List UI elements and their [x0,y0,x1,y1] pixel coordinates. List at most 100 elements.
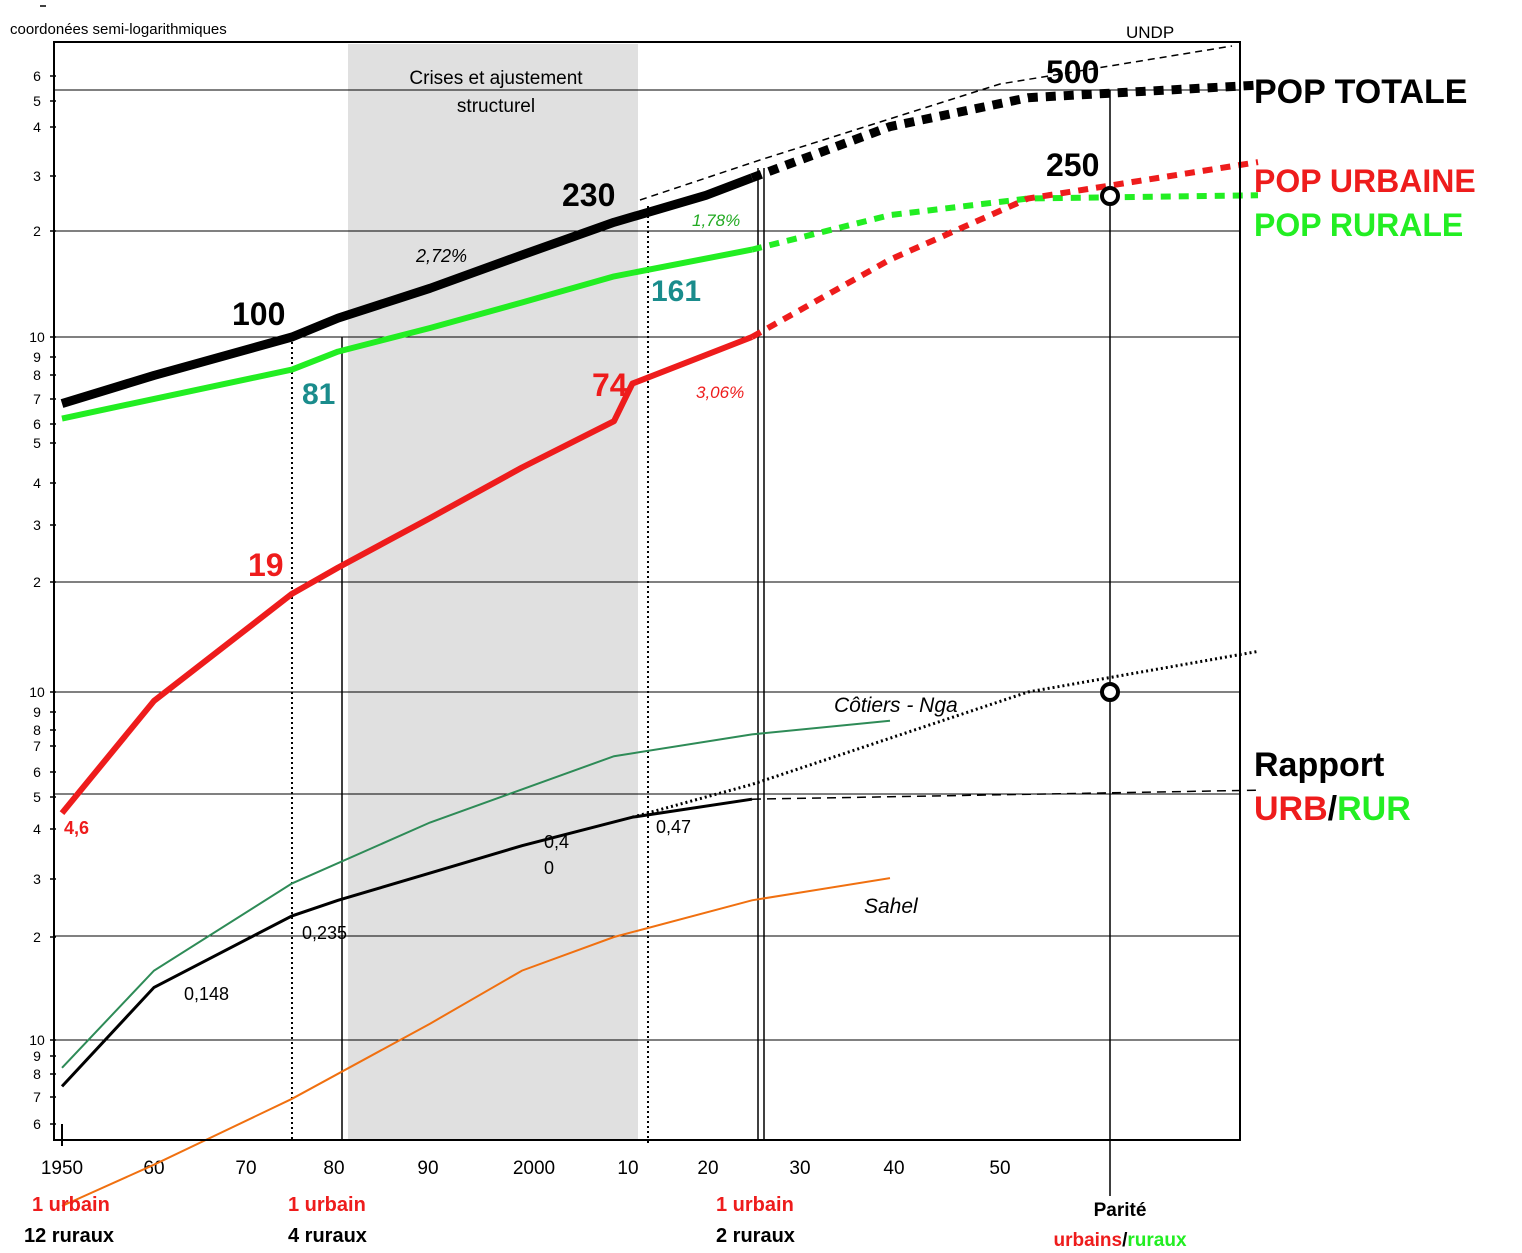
label-4-6: 4,6 [64,818,89,838]
y-tick-label: 6 [33,416,41,432]
y-tick-label: 9 [33,1048,41,1064]
bottom-g1-ruraux: 12 ruraux [24,1225,114,1247]
plot-frame [53,41,1241,1141]
label-74: 74 [592,367,628,403]
label-0-40a: 0,4 [544,832,569,852]
source-label: UNDP [1126,23,1174,42]
legend-pop-rurale: POP RURALE [1254,207,1463,243]
label-0-40b: 0 [544,858,554,878]
label-161: 161 [651,275,701,308]
series-layer [59,45,1259,1207]
x-tick-label: 70 [235,1158,256,1179]
x-tick-label: 30 [789,1158,810,1179]
bottom-urbains-ruraux: urbains/ruraux [1053,1230,1186,1251]
legend-rur: RUR [1337,790,1411,828]
x-tick-label: 20 [697,1158,718,1179]
y-tick-label: 7 [33,738,41,754]
bottom-g2-ruraux: 4 ruraux [288,1225,367,1247]
bottom-g3-ruraux: 2 ruraux [716,1225,795,1247]
series-urban-line [59,334,754,816]
y-tick-label: 6 [33,68,41,84]
x-tick-label: 50 [989,1158,1010,1179]
reference-lines [291,90,1111,1196]
y-tick-label: 9 [33,349,41,365]
bottom-parite: Parité [1094,1200,1147,1221]
label-1-78pct: 1,78% [692,211,740,230]
series-urban-projection [750,159,1259,340]
label-sahel: Sahel [864,895,919,918]
y-tick-label: 6 [33,764,41,780]
label-500: 500 [1046,54,1099,90]
y-tick-label: 9 [33,704,41,720]
y-tick-label: 2 [33,929,41,945]
legend-pop-totale: POP TOTALE [1254,73,1467,111]
x-tick-label: 1950 [41,1158,83,1179]
chart-subtitle: coordonées semi-logarithmiques [10,21,227,38]
legend-rapport: Rapport [1254,746,1384,784]
y-tick-label: 10 [29,684,45,700]
x-tick-label: 90 [417,1158,438,1179]
x-tick-label: 80 [323,1158,344,1179]
legend-pop-urbaine: POP URBAINE [1254,163,1476,199]
x-tick-label: 2000 [513,1158,555,1179]
label-2-72pct: 2,72% [415,246,467,266]
label-230: 230 [562,177,615,213]
label-3-06pct: 3,06% [696,383,744,402]
legend-urb-rur: URB/RUR [1254,790,1411,828]
y-tick-label: 8 [33,1066,41,1082]
parity-marker-pop [1100,186,1120,206]
y-tick-label: 7 [33,1089,41,1105]
y-tick-label: 5 [33,789,41,805]
series-ratio-line [60,797,753,1088]
parity-marker-ratio [1100,682,1120,702]
y-tick-label: 4 [33,821,41,837]
bottom-urbains: urbains [1053,1230,1122,1251]
series-rural-projection [751,192,1259,253]
bottom-g3-urbain: 1 urbain [716,1194,794,1216]
label-100: 100 [232,296,285,332]
label-81: 81 [302,378,335,411]
bottom-slash: / [1122,1230,1128,1251]
y-tick-label: 3 [33,517,41,533]
crisis-label-1: Crises et ajustement [409,68,583,89]
label-250: 250 [1046,147,1099,183]
y-tick-label: 6 [33,1116,41,1132]
y-tick-label: 10 [29,1032,45,1048]
bottom-ruraux: ruraux [1127,1230,1187,1251]
series-total-undp-projection [639,45,1233,201]
label-cotiers: Côtiers - Nga [834,694,958,717]
label-0-47: 0,47 [656,817,691,837]
legend-slash: / [1328,790,1338,828]
y-tick-label: 4 [33,475,41,491]
series-sahel-line [61,877,891,1207]
label-0-235: 0,235 [302,923,347,943]
series-ratio-projection-high [632,649,1259,819]
y-tick-label: 3 [33,168,41,184]
x-axis-ticks: 1950 60 70 80 90 2000 10 20 30 40 50 [41,1124,1011,1179]
y-tick-label: 5 [33,93,41,109]
y-tick-label: 10 [29,329,45,345]
series-total-projection [750,80,1259,183]
y-tick-label: 7 [33,391,41,407]
label-0-148: 0,148 [184,984,229,1004]
series-rural-line [61,246,753,422]
label-19: 19 [248,547,284,583]
bottom-g2-urbain: 1 urbain [288,1194,366,1216]
x-tick-label: 10 [617,1158,638,1179]
y-tick-label: 5 [33,435,41,451]
y-tick-label: 3 [33,871,41,887]
y-tick-label: 8 [33,722,41,738]
series-ratio-projection-low [751,789,1259,800]
x-tick-label: 40 [883,1158,904,1179]
y-tick-label: 2 [33,574,41,590]
bottom-g1-urbain: 1 urbain [32,1194,110,1216]
y-tick-label: 4 [33,119,41,135]
y-tick-label: 2 [33,223,41,239]
crisis-label-2: structurel [457,96,535,117]
legend-urb: URB [1254,790,1328,828]
series-total-line [60,173,754,408]
series-cotiers-line [61,719,891,1069]
y-tick-label: 8 [33,367,41,383]
